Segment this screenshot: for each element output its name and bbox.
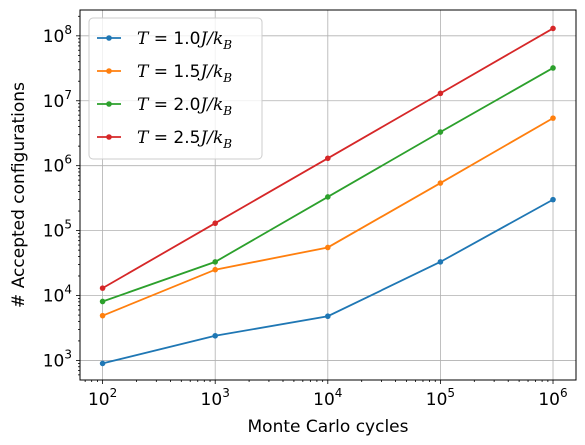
data-point — [325, 194, 331, 200]
legend-label-unit: J/k — [197, 128, 223, 148]
legend-label-value: = 1.0 — [148, 29, 200, 49]
data-point — [100, 313, 106, 319]
data-point — [100, 299, 106, 305]
legend-label-subscript: B — [222, 71, 232, 85]
x-tick-base: 10 — [88, 390, 110, 410]
legend-label-value: = 1.5 — [148, 62, 200, 82]
legend-label-subscript: B — [222, 104, 232, 118]
x-tick-exponent: 6 — [560, 386, 568, 400]
legend-label-subscript: B — [222, 38, 232, 52]
legend: T = 1.0J/kB T = 1.5J/kB T = 2.0J/kB T = 2.5… — [89, 18, 262, 159]
x-tick-label: 105 — [426, 386, 455, 410]
y-axis-label: # Accepted configurations — [9, 82, 29, 308]
y-tick-label: 107 — [43, 88, 72, 112]
legend-label: T = 2.0J/kB — [137, 95, 232, 118]
y-tick-label: 103 — [43, 347, 72, 371]
y-tick-base: 10 — [43, 287, 65, 307]
legend-label-subscript: B — [222, 137, 232, 151]
x-tick-base: 10 — [313, 390, 335, 410]
data-point — [438, 259, 444, 265]
y-tick-base: 10 — [43, 351, 65, 371]
y-tick-base: 10 — [43, 157, 65, 177]
legend-swatch-marker — [106, 35, 112, 41]
x-tick-exponent: 5 — [447, 386, 455, 400]
y-tick-label: 108 — [43, 23, 72, 47]
data-point — [325, 155, 331, 161]
legend-label-unit: J/k — [197, 95, 223, 115]
y-tick-base: 10 — [43, 92, 65, 112]
legend-swatch-marker — [106, 101, 112, 107]
x-tick-base: 10 — [201, 390, 223, 410]
y-tick-label: 104 — [43, 283, 72, 307]
data-point — [550, 26, 556, 32]
x-axis-ticks: 102 103 104 105 106 — [85, 380, 568, 410]
data-point — [550, 115, 556, 121]
x-tick-label: 104 — [313, 386, 342, 410]
x-axis-label: Monte Carlo cycles — [248, 417, 409, 437]
y-tick-base: 10 — [43, 222, 65, 242]
y-tick-base: 10 — [43, 27, 65, 47]
y-tick-exponent: 7 — [64, 88, 72, 102]
y-tick-exponent: 8 — [64, 23, 72, 37]
x-tick-label: 102 — [88, 386, 117, 410]
legend-label-value: = 2.5 — [148, 128, 200, 148]
x-tick-exponent: 2 — [110, 386, 118, 400]
y-tick-label: 105 — [43, 218, 72, 242]
y-tick-exponent: 3 — [64, 347, 72, 361]
data-point — [550, 197, 556, 203]
data-point — [438, 129, 444, 135]
legend-label: T = 1.0J/kB — [137, 29, 232, 52]
y-tick-exponent: 5 — [64, 218, 72, 232]
legend-label: T = 1.5J/kB — [137, 62, 232, 85]
y-tick-label: 106 — [43, 153, 72, 177]
x-tick-exponent: 4 — [335, 386, 343, 400]
data-point — [100, 285, 106, 291]
data-point — [550, 65, 556, 71]
y-tick-exponent: 4 — [64, 283, 72, 297]
data-point — [212, 333, 218, 339]
data-point — [212, 259, 218, 265]
legend-label-unit: J/k — [197, 29, 223, 49]
data-point — [212, 220, 218, 226]
legend-label: T = 2.5J/kB — [137, 128, 232, 151]
legend-label-value: = 2.0 — [148, 95, 200, 115]
x-tick-base: 10 — [538, 390, 560, 410]
data-point — [438, 91, 444, 97]
x-tick-exponent: 3 — [222, 386, 230, 400]
x-tick-base: 10 — [426, 390, 448, 410]
x-tick-label: 103 — [201, 386, 230, 410]
legend-label-unit: J/k — [197, 62, 223, 82]
data-point — [325, 313, 331, 319]
legend-swatch-marker — [106, 134, 112, 140]
data-point — [325, 245, 331, 251]
legend-swatch-marker — [106, 68, 112, 74]
data-point — [100, 361, 106, 367]
y-tick-exponent: 6 — [64, 153, 72, 167]
data-point — [212, 267, 218, 273]
x-tick-label: 106 — [538, 386, 567, 410]
data-point — [438, 180, 444, 186]
